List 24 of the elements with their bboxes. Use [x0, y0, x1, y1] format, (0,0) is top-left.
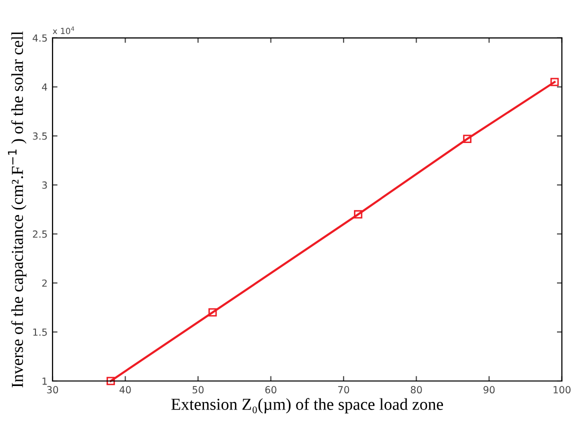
- y-tick-label: 1.5: [33, 328, 47, 336]
- x-tick-label: 40: [120, 386, 131, 394]
- point: [106, 376, 115, 386]
- x-tick-label: 90: [484, 386, 495, 394]
- text: x 10$^{4}$: [52, 26, 74, 34]
- y-tick-label: 2.5: [32, 230, 47, 238]
- point: [208, 308, 217, 317]
- y-axis-title: Inverse of the capacitance (cm².F$^{−1}$ ) of the solar cell: [8, 31, 26, 388]
- point: [354, 210, 362, 219]
- x-tick-label: 60: [265, 386, 276, 394]
- y-tick-label: 2: [42, 279, 47, 287]
- y-tick-label: 4.5: [32, 34, 47, 42]
- x-tick-label: 50: [192, 386, 204, 394]
- y-tick-label: 3: [42, 181, 47, 189]
- x-tick-label: 30: [47, 386, 58, 394]
- x-tick-label: 100: [554, 386, 570, 394]
- y-tick-label: 1: [42, 378, 47, 385]
- point: [550, 78, 559, 86]
- point: [463, 134, 472, 144]
- y-tick-label: 3.5: [32, 132, 47, 140]
- x-tick-label: 70: [338, 386, 350, 394]
- x-tick-label: 80: [410, 386, 422, 394]
- x-axis-title: Extension Z₀(µm) of the space load zone: [171, 398, 443, 414]
- y-tick-label: 4: [42, 84, 48, 91]
